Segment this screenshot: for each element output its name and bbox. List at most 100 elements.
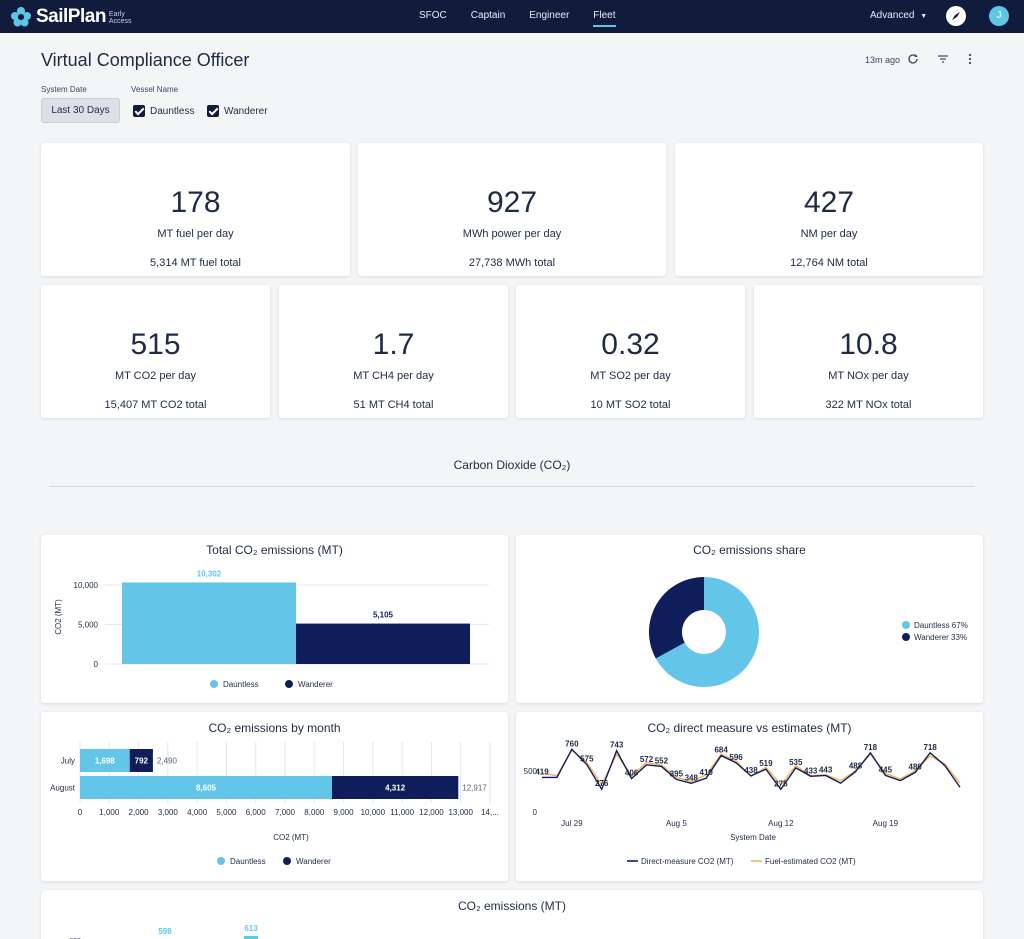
point-label: 684	[714, 746, 728, 755]
nav-item-engineer[interactable]: Engineer	[529, 10, 570, 21]
nav-item-captain[interactable]: Captain	[470, 10, 506, 21]
chart-card-co2-share: CO₂ emissions share Dauntless 67% Wandere…	[516, 535, 983, 703]
point-label: 275	[774, 779, 788, 788]
checkbox-checked-icon	[133, 105, 145, 117]
point-label: 575	[580, 755, 594, 764]
kpi-card-power: 927 MWh power per day 27,738 MWh total	[358, 143, 666, 276]
kpi-value: 178	[170, 186, 221, 219]
x-tick-label: 9,000	[334, 808, 355, 817]
chart-title: CO₂ emissions share	[693, 543, 806, 557]
vessel-checkbox-dauntless[interactable]: Dauntless	[133, 105, 194, 117]
legend-swatch	[902, 633, 910, 641]
kpi-card-nox: 10.8 MT NOx per day 322 MT NOx total	[754, 285, 983, 418]
page-title: Virtual Compliance Officer	[41, 50, 250, 70]
y-tick-label: 500	[524, 767, 538, 776]
bar-segment-label: 8,605	[196, 784, 217, 793]
x-axis-label: CO2 (MT)	[273, 833, 309, 842]
kpi-card-fuel: 178 MT fuel per day 5,314 MT fuel total	[41, 143, 350, 276]
x-tick-label: 3,000	[158, 808, 179, 817]
kpi-total: 27,738 MWh total	[468, 257, 556, 269]
advanced-menu[interactable]: Advanced ▼	[870, 10, 927, 21]
x-tick-label: 7,000	[275, 808, 296, 817]
kpi-unit: MT fuel per day	[157, 228, 234, 240]
point-label: 743	[610, 741, 624, 750]
x-tick-label: 8,000	[304, 808, 325, 817]
point-label: 276	[595, 779, 609, 788]
bar-value-label: 5,105	[373, 611, 394, 620]
section-divider	[49, 486, 975, 487]
bar-total-label: 12,917	[462, 784, 487, 793]
x-tick-label: Jul 29	[561, 819, 583, 828]
point-label: 488	[849, 762, 863, 771]
legend-label: Dauntless	[230, 857, 266, 866]
point-label: 410	[700, 768, 714, 777]
co2-share-donut-chart: Dauntless 67% Wanderer 33%	[649, 577, 968, 687]
point-label: 480	[909, 762, 923, 771]
vessel-checkbox-label: Dauntless	[150, 105, 195, 117]
refresh-icon[interactable]	[906, 52, 920, 66]
kpi-card-co2: 515 MT CO2 per day 15,407 MT CO2 total	[41, 285, 270, 418]
x-tick-label: 4,000	[187, 808, 208, 817]
bar-segment-wanderer	[332, 776, 459, 799]
compass-icon[interactable]	[946, 6, 966, 26]
point-label: 718	[923, 743, 937, 752]
total-co2-bar-chart: 0 5,000 10,000 CO2 (MT) 10,302 5,105 Dauntless…	[54, 569, 489, 689]
co2-direct-vs-estimates-line-chart: 0 500 Jul 29 Aug 5 Aug 12 Aug 19 System Date 41…	[524, 739, 961, 866]
x-axis-label: System Date	[730, 833, 776, 842]
user-avatar[interactable]: J	[989, 6, 1009, 26]
point-label: 419	[535, 767, 549, 776]
filter-icon[interactable]	[936, 52, 950, 66]
point-label: 552	[655, 756, 669, 765]
vessel-checkbox-wanderer[interactable]: Wanderer	[207, 105, 268, 117]
x-tick-label: 2,000	[129, 808, 150, 817]
co2-emissions-bar-chart: 598613600	[69, 924, 258, 939]
bar-total-label: 2,490	[157, 757, 178, 766]
nav-item-fleet[interactable]: Fleet	[593, 10, 616, 27]
legend-swatch	[902, 621, 910, 629]
chart-title: CO₂ direct measure vs estimates (MT)	[647, 721, 852, 735]
point-label: 519	[759, 759, 773, 768]
bar-segment-wanderer	[129, 749, 153, 772]
legend-label: Wanderer	[298, 680, 333, 689]
nav-item-sfoc[interactable]: SFOC	[419, 10, 447, 21]
legend-swatch	[283, 857, 291, 865]
bar-value-label: 598	[158, 927, 172, 936]
chart-title: CO₂ emissions (MT)	[458, 899, 566, 913]
point-label: 443	[819, 765, 833, 774]
bar-segment-label: 1,698	[95, 757, 116, 766]
x-tick-label: 1,000	[99, 808, 120, 817]
bar	[244, 936, 258, 939]
x-tick-label: 6,000	[246, 808, 267, 817]
advanced-label: Advanced	[870, 10, 915, 21]
caret-down-icon: ▼	[920, 13, 928, 20]
x-tick-label: 0	[78, 808, 83, 817]
x-tick-label: Aug 5	[666, 819, 687, 828]
line-series-direct	[542, 748, 961, 791]
kpi-card-so2: 0.32 MT SO2 per day 10 MT SO2 total	[516, 285, 745, 418]
main-nav: SFOC Captain Engineer Fleet	[419, 10, 640, 27]
x-tick-label: Aug 12	[768, 819, 794, 828]
point-label: 406	[625, 769, 639, 778]
brand-logo[interactable]: SailPlan Early Access	[10, 6, 131, 28]
x-tick-label: Aug 19	[873, 819, 899, 828]
brand-badge-line2: Access	[108, 18, 132, 25]
more-vertical-icon[interactable]	[963, 52, 977, 66]
kpi-unit: NM per day	[800, 228, 858, 240]
bar-segment-label: 4,312	[385, 784, 406, 793]
kpi-card-distance: 427 NM per day 12,764 NM total	[675, 143, 983, 276]
x-tick-label: 14,...	[481, 808, 499, 817]
point-label: 433	[804, 766, 818, 775]
bar-value-label: 613	[244, 924, 258, 933]
bar-dauntless	[122, 582, 296, 664]
legend-label: Direct-measure CO2 (MT)	[641, 857, 734, 866]
chart-card-total-co2: Total CO₂ emissions (MT) 0 5,000 10,000 CO2…	[41, 535, 508, 703]
kpi-unit: MT SO2 per day	[590, 370, 671, 382]
kpi-total: 12,764 NM total	[790, 257, 868, 269]
bar-segment-dauntless	[80, 776, 333, 799]
point-label: 395	[670, 769, 684, 778]
point-label: 760	[565, 739, 579, 748]
vessel-name-label: Vessel Name	[131, 85, 179, 94]
y-category-label: July	[61, 757, 75, 766]
kpi-total: 51 MT CH4 total	[353, 399, 434, 411]
date-range-button[interactable]: Last 30 Days	[41, 98, 120, 123]
